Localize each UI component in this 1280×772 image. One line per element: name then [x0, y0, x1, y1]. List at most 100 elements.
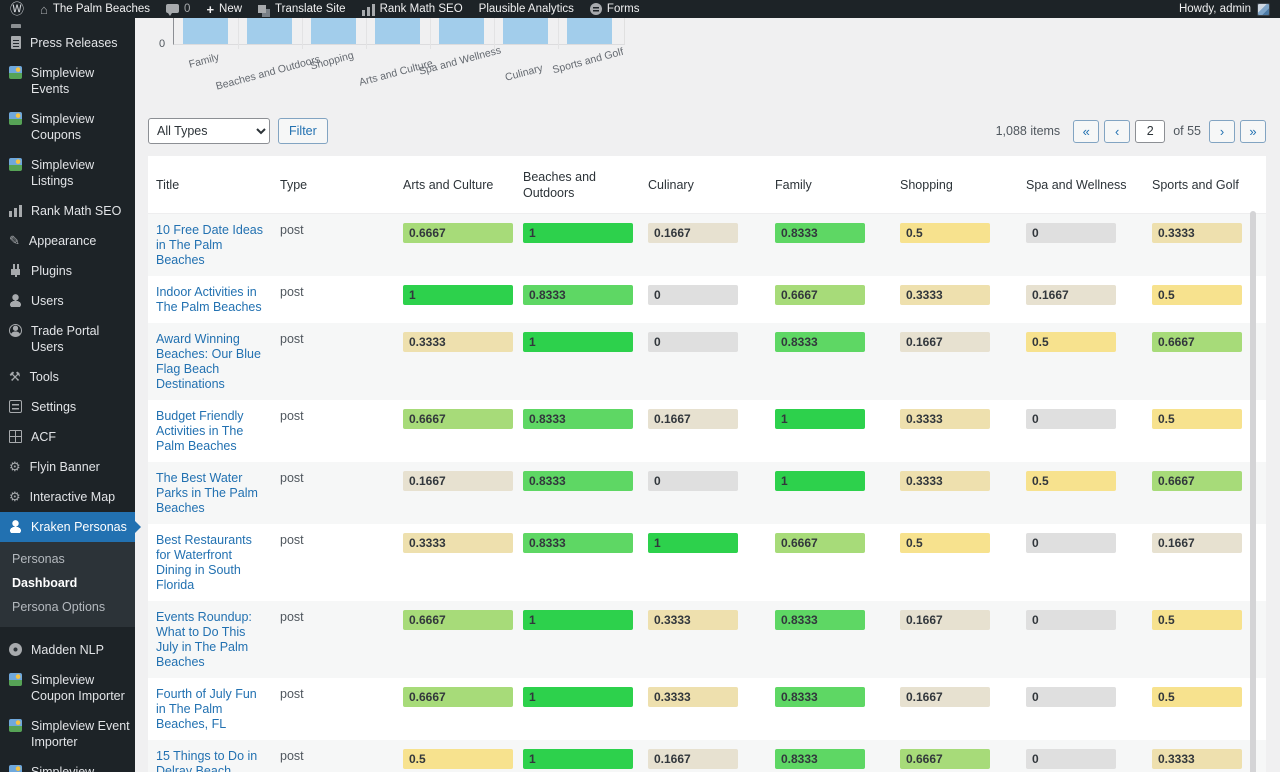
sidebar-item-label: Madden NLP [31, 643, 104, 657]
home-icon: ⌂ [40, 1, 48, 17]
sidebar-submenu-item-dashboard[interactable]: Dashboard [12, 576, 78, 590]
adminbar-plausible-analytics[interactable]: Plausible Analytics [479, 3, 574, 15]
table-row: Fourth of July Fun in The Palm Beaches, … [148, 678, 1266, 740]
sidebar-item-acf[interactable]: ACF [0, 422, 135, 452]
column-header-beaches-and-outdoors: Beaches and Outdoors [515, 156, 640, 214]
grid-icon [9, 430, 22, 443]
image-icon [9, 112, 22, 125]
adminbar-site-name[interactable]: ⌂ The Palm Beaches [40, 3, 150, 16]
score-chip-culinary: 1 [648, 533, 738, 553]
sidebar-item-simpleview-coupon-importer[interactable]: Simpleview Coupon Importer [0, 665, 135, 711]
score-chip-sports-and-golf: 0.5 [1152, 687, 1242, 707]
adminbar-wp-logo[interactable]: Ⓦ [10, 2, 24, 16]
table-scrollbar[interactable] [1250, 211, 1256, 772]
howdy-label: Howdy, admin [1178, 3, 1251, 15]
post-title-link[interactable]: Budget Friendly Activities in The Palm B… [156, 409, 244, 453]
sidebar-item-simpleview-listing-importer[interactable]: Simpleview Listing Importer [0, 757, 135, 772]
score-chip-spa-and-wellness: 0 [1026, 223, 1116, 243]
sidebar-item-label: Plugins [31, 264, 72, 278]
sidebar-item-simpleview-events[interactable]: Simpleview Events [0, 58, 135, 104]
adminbar-label: Rank Math SEO [379, 3, 463, 15]
sidebar-item-rank-math-seo[interactable]: Rank Math SEO [0, 196, 135, 226]
chart-gridline [302, 18, 303, 49]
post-title-link[interactable]: Events Roundup: What to Do This July in … [156, 610, 252, 669]
post-title-link[interactable]: Indoor Activities in The Palm Beaches [156, 285, 262, 314]
post-type: post [280, 332, 304, 346]
adminbar-forms[interactable]: Forms [589, 3, 640, 15]
current-page-input[interactable] [1135, 119, 1166, 143]
last-page-button[interactable]: » [1240, 119, 1266, 143]
sidebar-item-settings[interactable]: Settings [0, 392, 135, 422]
column-header-spa-and-wellness: Spa and Wellness [1018, 156, 1144, 214]
adminbar-account[interactable]: Howdy, admin [1178, 2, 1270, 16]
post-title-link[interactable]: Best Restaurants for Waterfront Dining i… [156, 533, 252, 592]
sidebar-item-press-releases[interactable]: Press Releases [0, 28, 135, 58]
sidebar-item-kraken-personas[interactable]: Kraken Personas [0, 512, 141, 542]
sidebar-item-simpleview-event-importer[interactable]: Simpleview Event Importer [0, 711, 135, 757]
post-title-link[interactable]: Award Winning Beaches: Our Blue Flag Bea… [156, 332, 261, 391]
sidebar-item-simpleview-listings[interactable]: Simpleview Listings [0, 150, 135, 196]
comment-icon [166, 3, 180, 16]
next-page-button[interactable]: › [1209, 119, 1235, 143]
circle-icon [9, 643, 22, 656]
sidebar-item-label: ACF [31, 430, 56, 444]
sidebar-item-users[interactable]: Users [0, 286, 135, 316]
adminbar-comments[interactable]: 0 [166, 3, 190, 16]
score-chip-culinary: 0.1667 [648, 749, 738, 769]
table-row: 15 Things to Do in Delray Beach, Florida… [148, 740, 1266, 772]
sidebar-item-tools[interactable]: ⚒ Tools [0, 362, 135, 392]
adminbar-translate-site[interactable]: Translate Site [258, 3, 346, 15]
column-header-shopping: Shopping [892, 156, 1018, 214]
chart-gridline [494, 18, 495, 49]
sidebar-submenu: Personas Dashboard Persona Options [0, 542, 135, 627]
adminbar-new[interactable]: + New [206, 3, 242, 16]
post-title-link[interactable]: The Best Water Parks in The Palm Beaches [156, 471, 258, 515]
table-row: Budget Friendly Activities in The Palm B… [148, 400, 1266, 462]
adminbar-rank-math-seo[interactable]: Rank Math SEO [361, 2, 463, 16]
gear-icon: ⚙ [9, 459, 21, 474]
sidebar-item-label: Tools [29, 370, 59, 384]
sidebar-submenu-item-personas[interactable]: Personas [12, 552, 65, 566]
sidebar-item-appearance[interactable]: ✎ Appearance [0, 226, 135, 256]
brush-icon: ✎ [9, 233, 20, 248]
score-chip-arts-and-culture: 1 [403, 285, 513, 305]
main-content: 0 Family Beaches and Outdoors Shopping Arts… [135, 18, 1280, 772]
post-type: post [280, 749, 304, 763]
chart-bar-arts-and-culture [375, 18, 420, 44]
list-toolbar: All Types Filter 1,088 items « ‹ of 55 ›… [148, 118, 1266, 144]
sidebar-item-simpleview-coupons[interactable]: Simpleview Coupons [0, 104, 135, 150]
sidebar-item-plugins[interactable]: Plugins [0, 256, 135, 286]
score-chip-arts-and-culture: 0.6667 [403, 223, 513, 243]
chart-icon [9, 204, 22, 217]
sidebar-item-label: Kraken Personas [31, 520, 127, 534]
sidebar-item-label: Simpleview Events [31, 66, 95, 96]
sidebar-menu: Press Releases Simpleview Events Simplevie… [0, 28, 141, 772]
score-chip-shopping: 0.1667 [900, 610, 990, 630]
chart-gridline [366, 18, 367, 49]
score-chip-beaches-and-outdoors: 0.8333 [523, 285, 633, 305]
document-icon [11, 24, 21, 28]
prev-page-button[interactable]: ‹ [1104, 119, 1131, 143]
first-page-button[interactable]: « [1073, 119, 1100, 143]
avatar [1257, 2, 1270, 16]
sidebar-item-label: Press Releases [30, 36, 118, 50]
sidebar-submenu-item-persona-options[interactable]: Persona Options [12, 600, 106, 614]
sidebar-item-trade-portal-users[interactable]: Trade Portal Users [0, 316, 135, 362]
score-chip-shopping: 0.6667 [900, 749, 990, 769]
post-title-link[interactable]: 15 Things to Do in Delray Beach, Florida [156, 749, 258, 772]
post-type: post [280, 223, 304, 237]
sidebar-item-madden-nlp[interactable]: Madden NLP [0, 635, 135, 665]
type-filter-select[interactable]: All Types [148, 118, 270, 144]
score-chip-sports-and-golf: 0.6667 [1152, 332, 1242, 352]
sidebar-item-flyin-banner[interactable]: ⚙ Flyin Banner [0, 452, 135, 482]
post-title-link[interactable]: Fourth of July Fun in The Palm Beaches, … [156, 687, 257, 731]
score-chip-arts-and-culture: 0.5 [403, 749, 513, 769]
sidebar-item-interactive-map[interactable]: ⚙ Interactive Map [0, 482, 135, 512]
filter-button[interactable]: Filter [278, 118, 328, 144]
adminbar-label: Forms [606, 3, 640, 15]
post-title-link[interactable]: 10 Free Date Ideas in The Palm Beaches [156, 223, 264, 267]
forms-icon [589, 3, 602, 15]
sidebar-item-label: Interactive Map [29, 490, 116, 504]
sidebar-item-label: Appearance [28, 234, 97, 248]
sidebar-item-label: Rank Math SEO [31, 204, 122, 218]
